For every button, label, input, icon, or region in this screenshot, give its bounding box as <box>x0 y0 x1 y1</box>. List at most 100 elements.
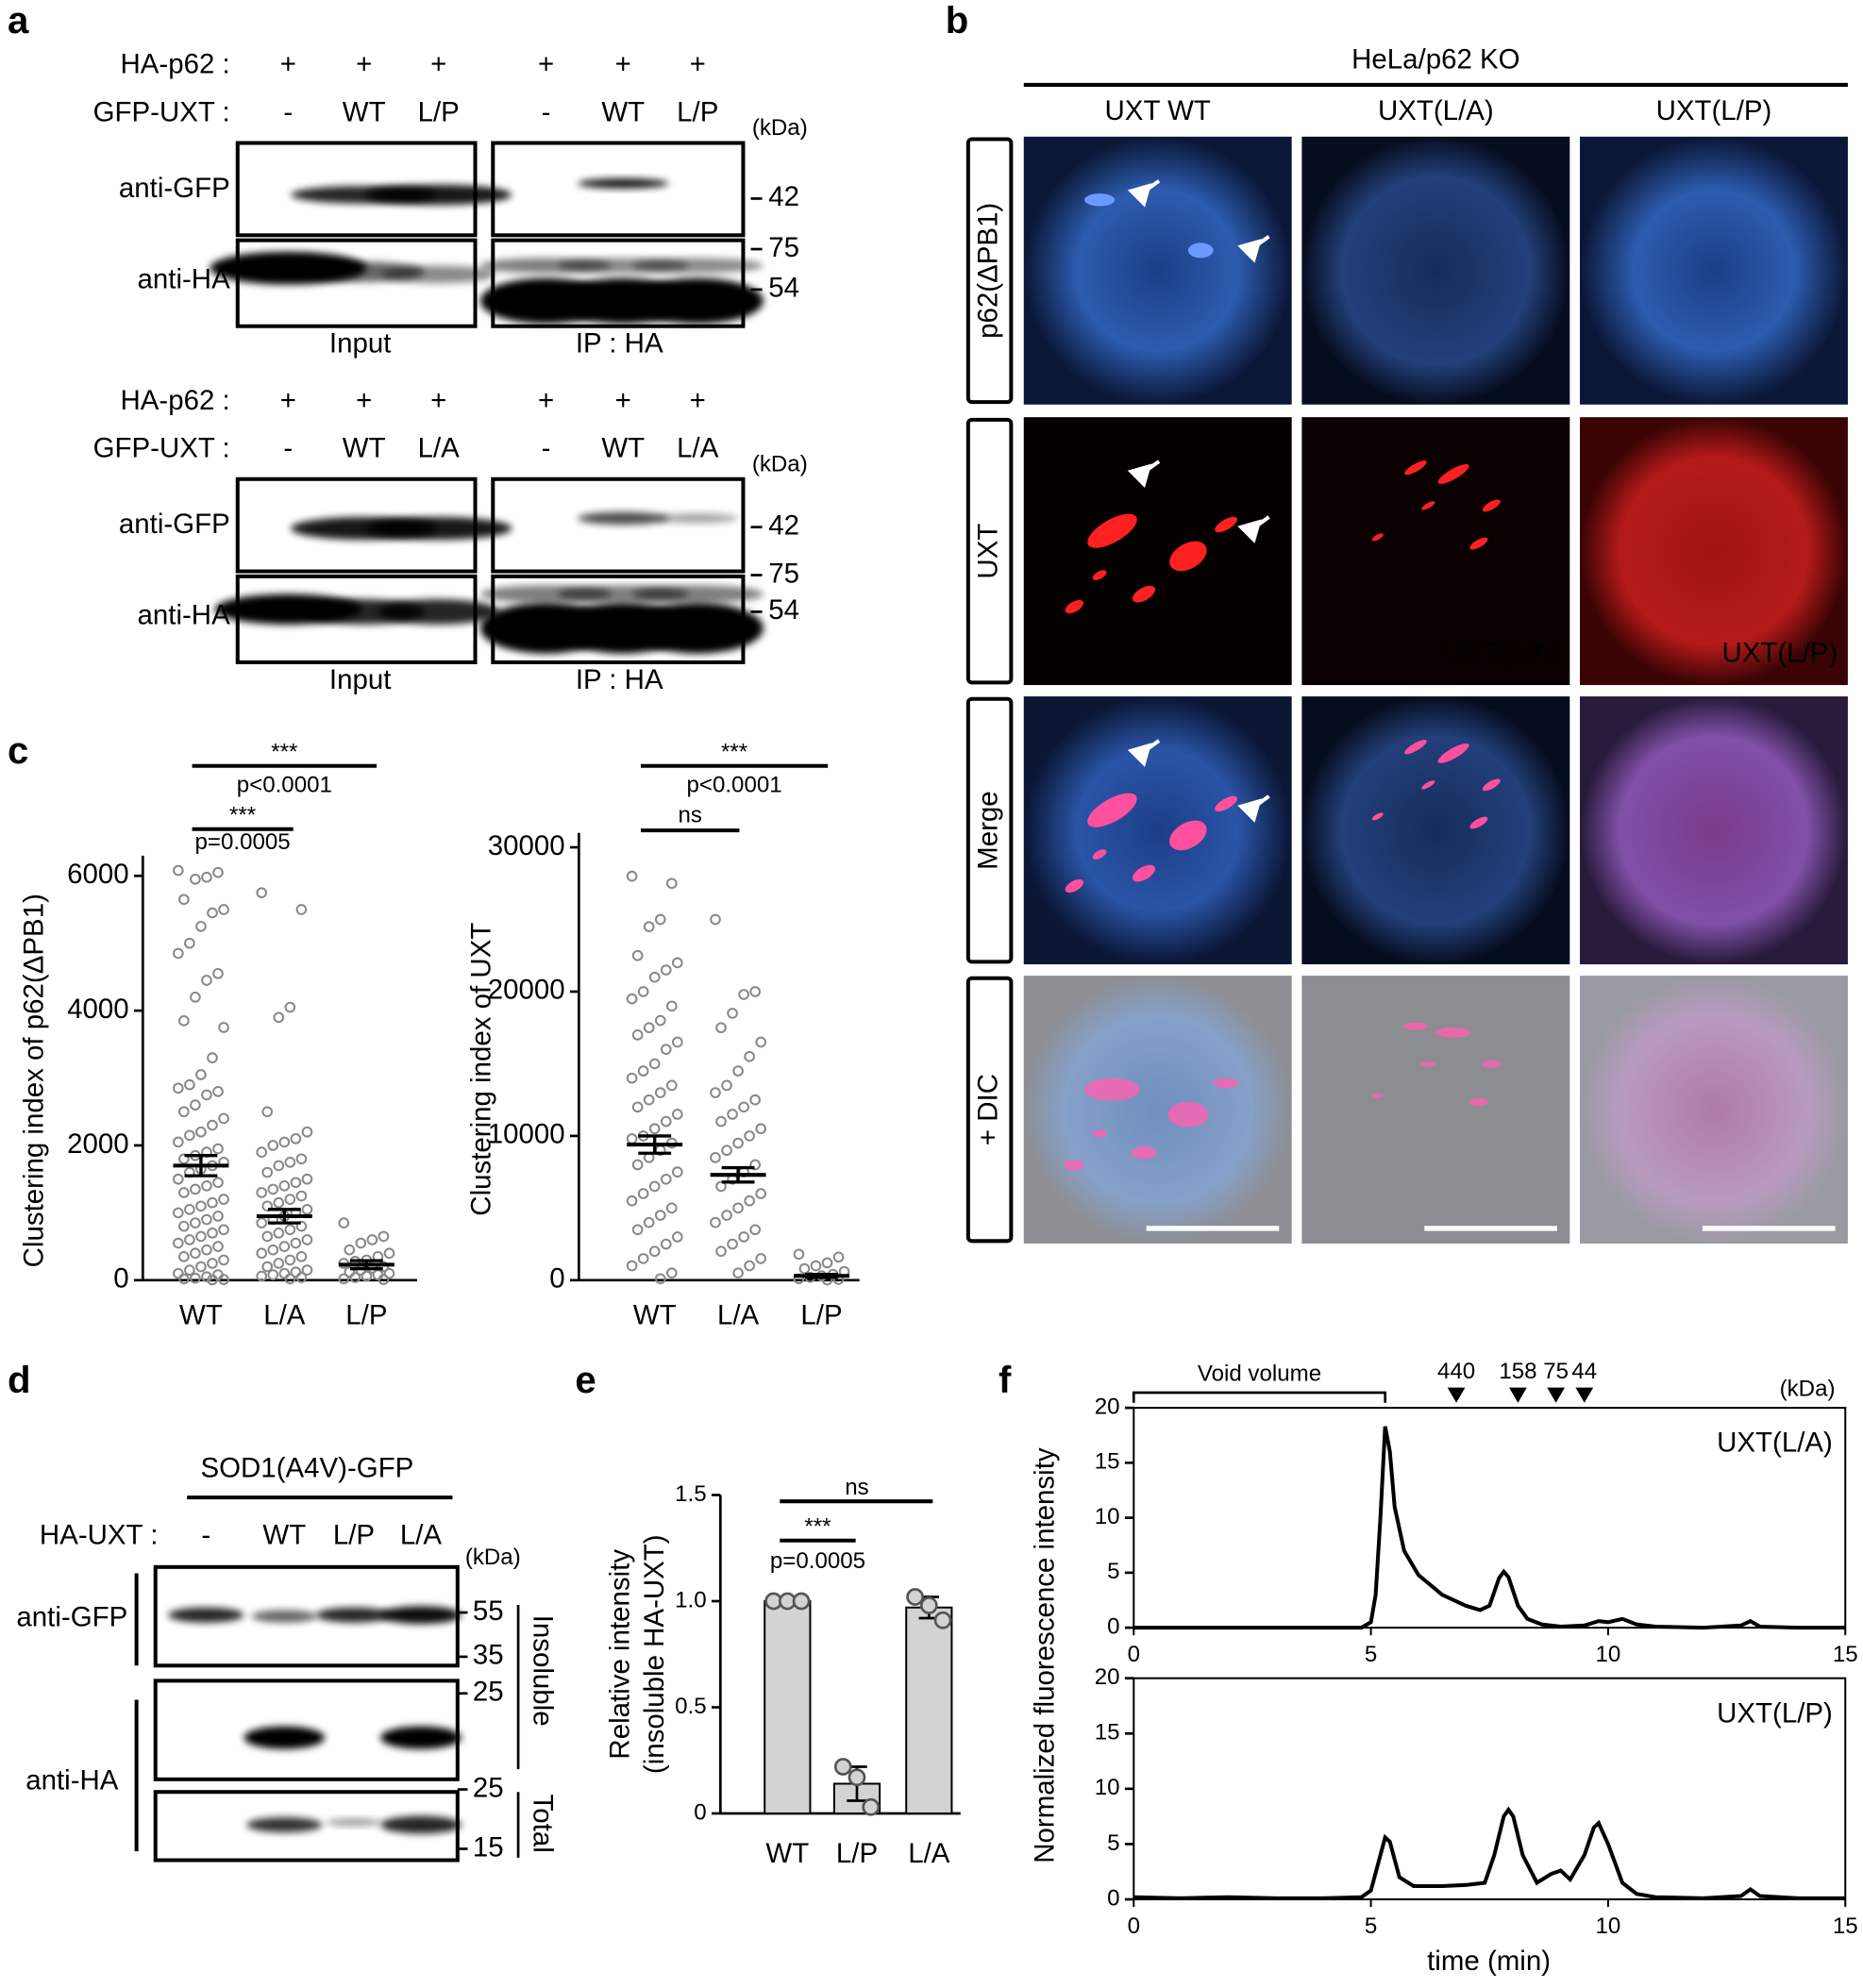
data-point <box>184 1204 195 1215</box>
signal-spot <box>1092 1129 1108 1138</box>
signal-spot <box>1437 463 1469 484</box>
data-point <box>344 1244 356 1256</box>
blot-band <box>243 1726 326 1749</box>
data-point <box>665 1267 678 1279</box>
data-point <box>355 1237 367 1249</box>
significance-label: p=0.0005 <box>770 1548 865 1574</box>
data-point <box>178 1273 190 1285</box>
group-label: Input <box>329 328 392 359</box>
data-point <box>273 1160 285 1172</box>
data-point <box>256 887 268 898</box>
data-point <box>378 1261 390 1273</box>
signal-spot <box>1087 513 1137 548</box>
panel-label: c <box>8 729 28 772</box>
panel-label: b <box>946 0 969 42</box>
data-point <box>207 1274 218 1286</box>
blot-band <box>631 603 764 654</box>
data-point <box>190 992 201 1003</box>
row-label-box <box>965 696 1014 964</box>
data-point <box>207 1228 218 1239</box>
signal-spot <box>1131 1145 1157 1160</box>
lane-label: WT <box>601 97 645 128</box>
micrograph <box>1301 417 1570 686</box>
data-point <box>184 1078 195 1091</box>
x-tick-label: WT <box>633 1299 677 1330</box>
signal-spot <box>1371 533 1384 542</box>
lane-label: L/A <box>677 433 719 464</box>
y-tick-label: 0 <box>113 1263 128 1295</box>
data-point <box>643 1216 655 1228</box>
data-point <box>626 993 638 1005</box>
data-point <box>755 1123 767 1135</box>
data-point <box>715 1180 727 1193</box>
signal-spot <box>1065 599 1083 614</box>
data-point <box>715 1245 727 1258</box>
antibody-label: anti-GFP <box>119 173 230 204</box>
data-point <box>190 1183 201 1195</box>
data-point <box>173 864 184 877</box>
signal-spot <box>1215 516 1237 533</box>
data-point <box>290 1177 302 1189</box>
data-point <box>749 986 762 997</box>
micrograph <box>1580 417 1848 686</box>
antibody-label: anti-HA <box>138 600 231 631</box>
data-point <box>848 1768 866 1787</box>
data-point <box>284 1001 296 1013</box>
antibody-label: anti-HA <box>138 263 231 294</box>
data-point <box>721 1079 732 1092</box>
significance-label: p=0.0005 <box>195 829 291 855</box>
data-point <box>190 1217 201 1228</box>
data-point <box>637 1188 649 1199</box>
signal-spot <box>1087 793 1137 827</box>
y-tick-label: 10 <box>1095 1504 1120 1529</box>
x-tick-label: 5 <box>1365 1913 1377 1939</box>
data-point <box>178 894 190 906</box>
data-point <box>744 1050 755 1062</box>
data-point <box>256 1270 268 1282</box>
data-point <box>178 1220 190 1232</box>
data-point <box>654 1210 666 1221</box>
data-point <box>290 1266 302 1278</box>
data-point <box>744 1194 755 1207</box>
signal-spot <box>1169 820 1207 851</box>
data-point <box>933 1611 952 1629</box>
data-point <box>654 1273 666 1285</box>
antibody-label: anti-GFP <box>119 509 230 540</box>
blot-box <box>235 238 478 328</box>
data-point <box>201 1244 212 1256</box>
data-point <box>660 1173 672 1185</box>
data-point <box>295 1272 308 1283</box>
data-point <box>738 1231 749 1243</box>
size-marker-label: 44 <box>1571 1359 1597 1384</box>
data-point <box>637 1253 649 1264</box>
blot-box <box>235 476 478 574</box>
lane-label: WT <box>601 433 645 464</box>
x-tick-label: WT <box>179 1299 223 1330</box>
size-marker <box>1575 1387 1594 1403</box>
signal-spot <box>1437 743 1469 763</box>
blot-band <box>657 512 739 524</box>
data-point <box>378 1274 390 1285</box>
data-point <box>637 1065 649 1077</box>
data-point <box>721 1210 732 1221</box>
signal-spot <box>1469 816 1488 829</box>
signal-spot <box>1481 1060 1502 1068</box>
lane-label: + <box>615 385 631 416</box>
data-point <box>256 1146 268 1158</box>
row-label-box <box>965 976 1014 1244</box>
data-point <box>212 1177 224 1189</box>
signal-spot <box>1404 460 1427 476</box>
significance-label: ns <box>845 1475 868 1500</box>
blot-band <box>631 277 764 325</box>
blot-band <box>365 516 512 541</box>
data-point <box>178 1187 190 1198</box>
data-point <box>256 1187 268 1198</box>
signal-spot <box>1404 740 1427 755</box>
y-tick-label: 1.5 <box>675 1481 707 1507</box>
blot-band <box>246 1816 323 1833</box>
data-point <box>284 1273 296 1285</box>
x-tick-label: L/P <box>345 1299 387 1330</box>
micrograph <box>1023 136 1292 405</box>
y-tick-label: 15 <box>1095 1449 1120 1475</box>
data-point <box>207 1052 218 1063</box>
